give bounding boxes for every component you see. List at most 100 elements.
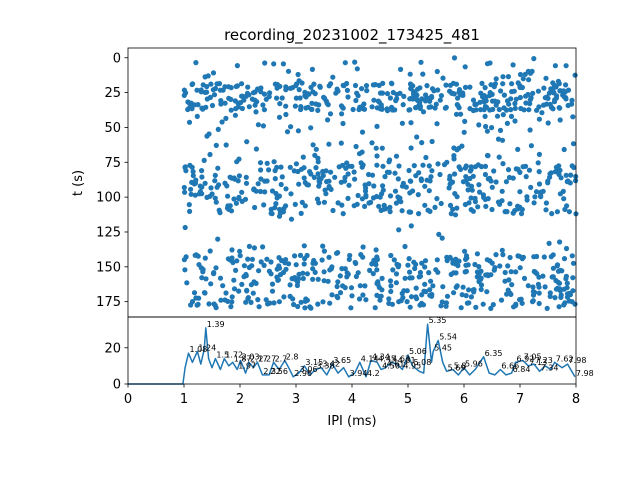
scatter-point: [284, 129, 291, 135]
scatter-point: [338, 179, 344, 185]
scatter-point: [269, 288, 276, 294]
scatter-point: [271, 300, 277, 306]
scatter-point: [429, 138, 435, 145]
scatter-point: [309, 66, 315, 72]
scatter-point: [517, 71, 524, 78]
peak-label: 1.87: [234, 354, 252, 363]
scatter-point: [262, 189, 268, 195]
scatter-point: [448, 211, 454, 217]
scatter-point: [398, 298, 404, 304]
scatter-point: [452, 212, 459, 218]
scatter-point: [267, 300, 273, 306]
scatter-point: [234, 83, 240, 89]
scatter-point: [493, 76, 499, 82]
scatter-point: [483, 203, 489, 209]
scatter-point: [211, 92, 218, 98]
histogram-y-tick-label: 0: [113, 378, 121, 393]
scatter-point: [545, 180, 551, 186]
scatter-point: [215, 236, 221, 242]
scatter-point: [342, 60, 348, 66]
scatter-point: [308, 125, 314, 131]
scatter-point: [564, 280, 570, 286]
scatter-point: [386, 296, 392, 302]
scatter-point: [482, 171, 488, 178]
scatter-point: [521, 275, 528, 281]
scatter-point: [451, 55, 458, 61]
scatter-point: [388, 283, 394, 289]
scatter-point: [295, 71, 301, 78]
scatter-point: [251, 245, 257, 251]
scatter-point: [372, 305, 378, 311]
scatter-point: [468, 294, 474, 300]
scatter-point: [553, 286, 560, 292]
scatter-point: [373, 145, 379, 151]
scatter-point: [315, 107, 321, 113]
scatter-point: [402, 243, 408, 250]
scatter-point: [515, 146, 521, 152]
scatter-point: [504, 120, 510, 126]
peak-label: 5.45: [434, 343, 452, 352]
scatter-point: [359, 149, 365, 155]
scatter-point: [489, 260, 495, 266]
scatter-point: [500, 252, 506, 258]
scatter-point: [391, 257, 397, 263]
scatter-point: [518, 211, 525, 217]
scatter-point: [435, 161, 441, 167]
scatter-point: [359, 196, 365, 202]
scatter-point: [239, 281, 245, 287]
scatter-point: [298, 299, 304, 305]
scatter-point: [275, 277, 281, 283]
scatter-point: [476, 122, 482, 128]
scatter-point: [213, 305, 219, 311]
scatter-point: [484, 289, 490, 295]
scatter-point: [440, 284, 446, 290]
scatter-point: [295, 303, 301, 310]
peak-label: 3.65: [333, 356, 351, 365]
scatter-point: [277, 206, 283, 213]
histogram-x-tick-label: 7: [516, 392, 524, 407]
scatter-point: [387, 209, 393, 215]
scatter-y-axis-label: t (s): [71, 170, 86, 196]
scatter-point: [345, 94, 351, 100]
scatter-point: [274, 266, 280, 272]
peak-label: 7.23: [535, 356, 553, 365]
scatter-point: [374, 162, 380, 168]
scatter-point: [420, 109, 427, 115]
scatter-point: [351, 203, 357, 209]
scatter-point: [208, 281, 214, 287]
scatter-y-tick-label: 0: [113, 51, 121, 66]
scatter-point: [314, 196, 321, 202]
scatter-point: [481, 194, 487, 200]
scatter-point: [434, 68, 440, 75]
scatter-point: [485, 196, 491, 202]
scatter-point: [559, 268, 565, 274]
scatter-point: [378, 102, 384, 108]
scatter-point: [337, 290, 344, 296]
scatter-point: [482, 85, 488, 91]
scatter-point: [307, 169, 313, 175]
scatter-point: [330, 207, 336, 214]
scatter-point: [302, 305, 308, 311]
scatter-point: [342, 174, 348, 181]
scatter-point: [229, 247, 235, 253]
scatter-point: [443, 104, 449, 110]
scatter-point: [490, 302, 496, 308]
scatter-point: [387, 278, 394, 284]
scatter-point: [198, 87, 204, 93]
scatter-point: [379, 145, 385, 151]
scatter-point: [388, 252, 394, 259]
scatter-point: [424, 83, 430, 89]
scatter-point: [317, 83, 323, 89]
scatter-point: [513, 96, 519, 102]
scatter-point: [481, 93, 487, 99]
scatter-point: [355, 270, 361, 276]
scatter-point: [266, 167, 272, 173]
scatter-point: [222, 180, 228, 186]
peak-label: 3.15: [305, 358, 323, 367]
scatter-point: [310, 276, 316, 282]
scatter-point: [517, 265, 523, 271]
scatter-point: [453, 81, 460, 87]
scatter-point: [447, 202, 454, 208]
scatter-point: [426, 188, 432, 194]
scatter-point: [287, 164, 293, 170]
